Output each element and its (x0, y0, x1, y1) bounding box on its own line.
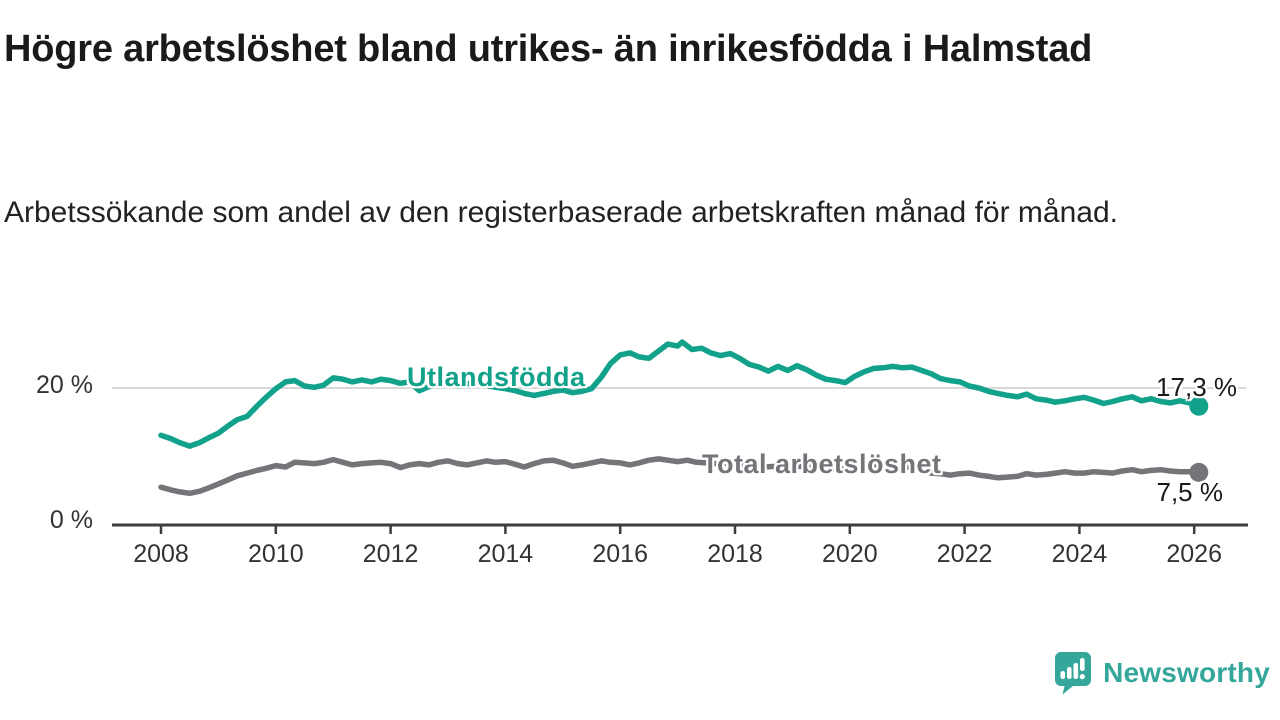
y-axis-tick-label-20: 20 % (36, 371, 93, 399)
series-line-1 (158, 456, 1202, 497)
newsworthy-logo-text: Newsworthy (1103, 657, 1270, 688)
x-axis-tick-label-2026: 2026 (1166, 540, 1222, 568)
series-label-total-arbetsloshet: Total arbetslöshet (702, 449, 942, 479)
newsworthy-logo: Newsworthy (1053, 650, 1270, 696)
x-axis-tick-label-2012: 2012 (362, 540, 419, 568)
x-axis-tick-label-2010: 2010 (247, 540, 304, 568)
series-end-dot-0 (1189, 396, 1209, 416)
x-axis-tick-label-2022: 2022 (936, 540, 993, 568)
x-axis-tick-label-2014: 2014 (477, 540, 534, 568)
x-axis-tick-label-2008: 2008 (133, 540, 189, 568)
series-label-utlandsfodda: Utlandsfödda (407, 362, 586, 392)
end-value-label-utlandsfodda: 17,3 % (1156, 372, 1237, 402)
chart-title: Högre arbetslöshet bland utrikes- än inr… (4, 28, 1093, 70)
chart-subtitle: Arbetssökande som andel av den registerb… (4, 196, 1118, 229)
x-axis-tick-label-2024: 2024 (1051, 540, 1108, 568)
x-axis-tick-label-2018: 2018 (707, 540, 763, 568)
newsworthy-bar-chart-speech-bubble-icon (1055, 652, 1092, 695)
series-end-dot-1 (1189, 462, 1209, 482)
y-axis-tick-label-0: 0 % (49, 506, 93, 534)
x-axis-tick-label-2020: 2020 (821, 540, 878, 568)
series-line-0 (158, 339, 1202, 449)
x-axis-tick-label-2016: 2016 (592, 540, 648, 568)
end-value-label-total: 7,5 % (1156, 477, 1224, 507)
